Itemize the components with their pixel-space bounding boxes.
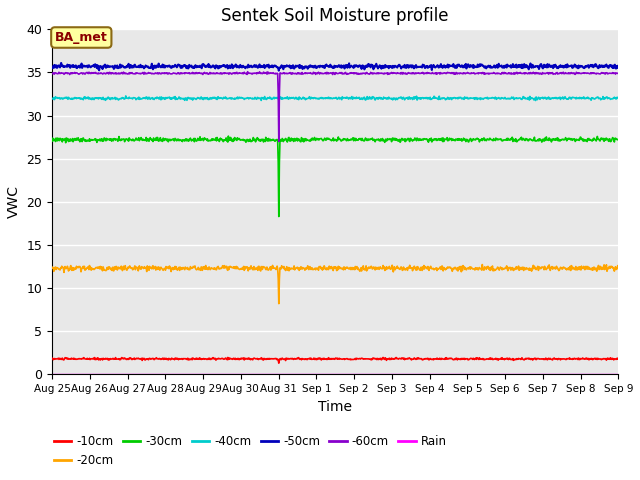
X-axis label: Time: Time [318, 400, 352, 414]
Legend: -10cm, -20cm, -30cm, -40cm, -50cm, -60cm, Rain: -10cm, -20cm, -30cm, -40cm, -50cm, -60cm… [49, 431, 452, 472]
Title: Sentek Soil Moisture profile: Sentek Soil Moisture profile [221, 7, 449, 25]
Text: BA_met: BA_met [55, 31, 108, 44]
Y-axis label: VWC: VWC [7, 185, 21, 218]
